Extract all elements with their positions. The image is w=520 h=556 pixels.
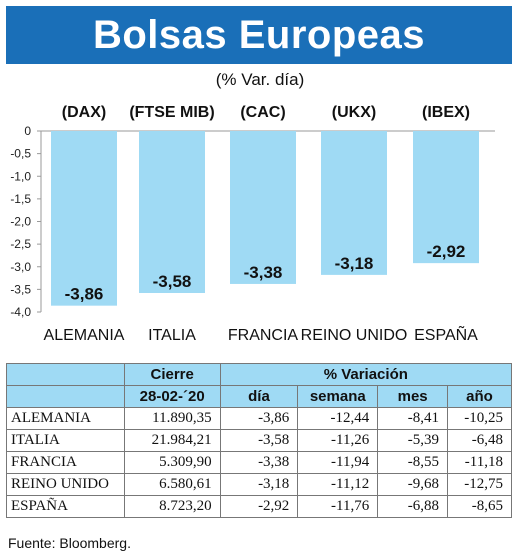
index-label: (UKX) (332, 104, 376, 121)
cell-mes: -8,41 (377, 407, 449, 430)
table-header-row-2: 28-02-´20 día semana mes año (6, 385, 512, 408)
cell-dia: -3,18 (219, 473, 299, 496)
cell-semana: -12,44 (297, 407, 379, 430)
cell-country: FRANCIA (6, 451, 125, 474)
chart-title: Bolsas Europeas (92, 12, 426, 57)
cell-cierre: 8.723,20 (123, 495, 221, 518)
index-label: (IBEX) (422, 104, 470, 121)
bar (51, 131, 117, 306)
title-banner: Bolsas Europeas (6, 6, 512, 64)
bar-chart: 0 -0,5 -1,0 -1,5 -2,0 -2,5 -3,0 -3,5 -4,0 -3,86 (D… (10, 104, 495, 344)
y-tick-label: -1,5 (10, 192, 31, 206)
header-ano: año (447, 385, 512, 408)
y-tick-label: -0,5 (10, 147, 31, 161)
index-label: (DAX) (62, 104, 106, 121)
index-label: (CAC) (240, 104, 285, 121)
cell-ano: -6,48 (447, 429, 512, 452)
data-label: -3,18 (335, 254, 374, 273)
data-label: -2,92 (427, 242, 466, 261)
y-tick-label: -3,5 (10, 282, 31, 296)
data-label: -3,38 (244, 263, 283, 282)
header-mes: mes (377, 385, 449, 408)
cell-dia: -3,38 (219, 451, 299, 474)
cell-country: ITALIA (6, 429, 125, 452)
table-header-blank (6, 385, 125, 408)
cell-mes: -5,39 (377, 429, 449, 452)
y-tick-label: -4,0 (10, 305, 31, 319)
category-label: ITALIA (148, 327, 196, 344)
y-tick-label: 0 (24, 124, 31, 138)
cell-semana: -11,12 (297, 473, 379, 496)
bar (139, 131, 205, 293)
data-table: Cierre % Variación 28-02-´20 día semana … (6, 363, 513, 518)
cell-mes: -6,88 (377, 495, 449, 518)
y-tick-label: -2,5 (10, 237, 31, 251)
cell-dia: -3,58 (219, 429, 299, 452)
header-semana: semana (297, 385, 379, 408)
cell-country: ALEMANIA (6, 407, 125, 430)
table-header-row-1: Cierre % Variación (6, 363, 513, 386)
table-row: FRANCIA 5.309,90 -3,38 -11,94 -8,55 -11,… (6, 451, 512, 474)
table-row: ALEMANIA 11.890,35 -3,86 -12,44 -8,41 -1… (6, 407, 512, 430)
cell-cierre: 11.890,35 (123, 407, 221, 430)
cell-mes: -8,55 (377, 451, 449, 474)
chart-subtitle: (% Var. día) (215, 70, 305, 89)
cell-semana: -11,76 (297, 495, 379, 518)
cell-ano: -12,75 (447, 473, 512, 496)
category-label: ESPAÑA (414, 324, 478, 344)
y-tick-label: -1,0 (10, 169, 31, 183)
cell-dia: -3,86 (219, 407, 299, 430)
cell-cierre: 21.984,21 (123, 429, 221, 452)
cell-ano: -11,18 (447, 451, 512, 474)
cell-cierre: 6.580,61 (123, 473, 221, 496)
cell-cierre: 5.309,90 (123, 451, 221, 474)
header-cierre: Cierre (123, 363, 221, 386)
data-label: -3,58 (153, 272, 192, 291)
category-label: FRANCIA (228, 327, 299, 344)
index-label: (FTSE MIB) (129, 104, 214, 121)
header-date: 28-02-´20 (123, 385, 221, 408)
y-tick-label: -2,0 (10, 215, 31, 229)
cell-mes: -9,68 (377, 473, 449, 496)
cell-ano: -10,25 (447, 407, 512, 430)
bar (230, 131, 296, 284)
cell-semana: -11,26 (297, 429, 379, 452)
y-tick-label: -3,0 (10, 260, 31, 274)
bar (413, 131, 479, 264)
cell-ano: -8,65 (447, 495, 512, 518)
table-header-blank (6, 363, 125, 386)
bar (321, 131, 387, 275)
cell-country: ESPAÑA (6, 495, 125, 518)
table-row: REINO UNIDO 6.580,61 -3,18 -11,12 -9,68 … (6, 473, 512, 496)
cell-country: REINO UNIDO (6, 473, 125, 496)
category-label: REINO UNIDO (301, 327, 408, 344)
cell-semana: -11,94 (297, 451, 379, 474)
header-dia: día (219, 385, 299, 408)
header-variacion: % Variación (219, 363, 513, 386)
source-note: Fuente: Bloomberg. (8, 535, 131, 551)
category-label: ALEMANIA (44, 327, 125, 344)
table-row: ITALIA 21.984,21 -3,58 -11,26 -5,39 -6,4… (6, 429, 512, 452)
table-row: ESPAÑA 8.723,20 -2,92 -11,76 -6,88 -8,65 (6, 495, 512, 518)
data-label: -3,86 (65, 285, 104, 304)
cell-dia: -2,92 (219, 495, 299, 518)
